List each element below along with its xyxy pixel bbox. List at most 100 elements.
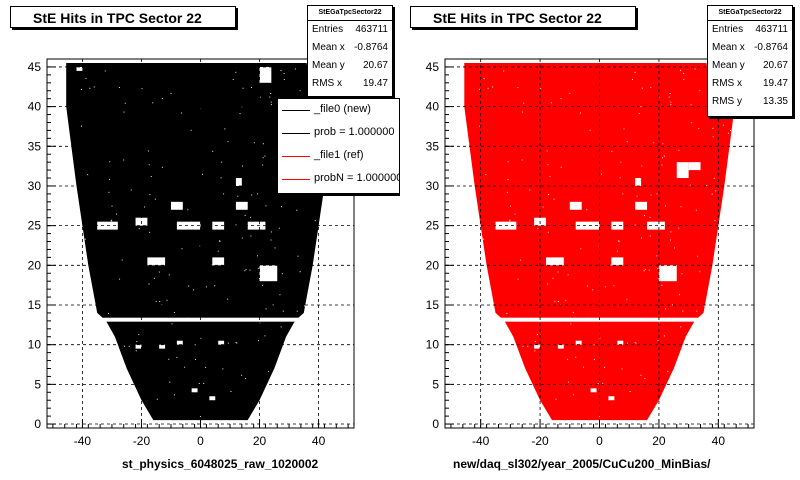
y-tick-label: 45 xyxy=(28,60,42,74)
hit-speckle xyxy=(662,157,664,159)
hit-speckle xyxy=(60,201,62,203)
hit-speckle xyxy=(193,289,195,291)
left-stats-header: StEGaTpcSector22 xyxy=(308,6,392,21)
hit-speckle xyxy=(693,364,695,366)
hit-speckle xyxy=(261,408,263,410)
hit-speckle xyxy=(618,240,620,242)
hit-speckle xyxy=(638,422,640,424)
hit-speckle xyxy=(124,102,126,104)
hit-speckle xyxy=(509,220,511,222)
hit-speckle xyxy=(168,358,170,360)
hit-speckle xyxy=(176,356,178,358)
hit-speckle xyxy=(227,342,229,344)
hit-speckle xyxy=(80,88,82,90)
hit-speckle xyxy=(316,385,318,387)
legend-entry-file0: _file0 (new) xyxy=(278,99,399,122)
left-canvas-pane: -40 -20 0 20 40 0 5 10 15 20 25 30 35 40 45 StE Hits i… xyxy=(10,5,400,471)
hit-speckle xyxy=(726,176,728,178)
dead-channel-gap xyxy=(534,344,541,349)
left-chart-title: StE Hits in TPC Sector 22 xyxy=(10,6,236,28)
legend-label: _file0 (new) xyxy=(314,103,371,115)
hit-speckle xyxy=(319,221,321,223)
dead-channel-gap xyxy=(635,201,648,210)
hit-speckle xyxy=(299,271,301,273)
dead-channel-gap xyxy=(611,257,624,266)
hit-speckle xyxy=(135,350,137,352)
hit-speckle xyxy=(110,340,112,342)
hit-speckle xyxy=(677,380,679,382)
hit-speckle xyxy=(656,255,658,257)
hit-speckle xyxy=(734,222,736,224)
hit-speckle xyxy=(698,127,700,129)
hit-speckle xyxy=(328,354,330,356)
hit-speckle xyxy=(579,112,581,114)
hit-speckle xyxy=(730,173,732,175)
hit-speckle xyxy=(641,87,643,89)
y-tick-label: 35 xyxy=(28,139,42,153)
hit-speckle xyxy=(567,274,569,276)
hit-speckle xyxy=(461,144,463,146)
x-tick-label: -40 xyxy=(472,434,490,448)
y-tick-label: 40 xyxy=(28,100,42,114)
stats-value: -0.8764 xyxy=(354,42,388,53)
hit-speckle xyxy=(626,298,628,300)
hit-speckle xyxy=(548,194,550,196)
hit-speckle xyxy=(341,418,343,420)
hit-speckle xyxy=(123,111,125,113)
hit-speckle xyxy=(751,352,753,354)
dead-channel-gap xyxy=(176,221,201,230)
hit-speckle xyxy=(601,173,603,175)
hit-speckle xyxy=(661,284,663,286)
hit-speckle xyxy=(653,142,655,144)
hit-speckle xyxy=(250,216,252,218)
hit-speckle xyxy=(297,338,299,340)
hit-speckle xyxy=(94,408,96,410)
hit-speckle xyxy=(312,367,314,369)
hit-speckle xyxy=(324,408,326,410)
dead-channel-gap xyxy=(247,221,266,230)
left-stats-box: StEGaTpcSector22 Entries 463711 Mean x -… xyxy=(307,5,393,97)
hit-speckle xyxy=(161,166,163,168)
hit-speckle xyxy=(67,159,69,161)
hit-speckle xyxy=(136,341,138,343)
hit-speckle xyxy=(619,177,621,179)
hit-speckle xyxy=(84,238,86,240)
hit-speckle xyxy=(107,417,109,419)
hit-speckle xyxy=(740,225,742,227)
hit-speckle xyxy=(274,247,276,249)
hit-speckle xyxy=(155,300,157,302)
hit-speckle xyxy=(340,325,342,327)
hit-speckle xyxy=(659,96,661,98)
hit-speckle xyxy=(703,305,705,307)
hit-speckle xyxy=(445,91,447,93)
hit-speckle xyxy=(527,345,529,347)
stats-value: -0.8764 xyxy=(754,42,788,53)
hit-speckle xyxy=(235,341,237,343)
hit-speckle xyxy=(618,241,620,243)
hit-speckle xyxy=(67,398,69,400)
hit-speckle xyxy=(649,235,651,237)
stats-label: Entries xyxy=(712,24,744,35)
hit-speckle xyxy=(634,71,636,73)
hit-speckle xyxy=(488,308,490,310)
hit-speckle xyxy=(546,150,548,152)
hit-speckle xyxy=(257,193,259,195)
hit-speckle xyxy=(520,259,522,261)
hit-speckle xyxy=(711,193,713,195)
hit-speckle xyxy=(662,143,664,145)
hit-speckle xyxy=(107,312,109,314)
hit-speckle xyxy=(121,259,123,261)
hit-speckle xyxy=(53,95,55,97)
hit-speckle xyxy=(552,277,554,279)
hit-speckle xyxy=(694,68,696,70)
right-stats-rms-x: RMS x 19.47 xyxy=(708,75,792,93)
hit-speckle xyxy=(626,141,628,143)
hit-speckle xyxy=(663,155,665,157)
legend-line-red xyxy=(282,179,310,180)
hit-speckle xyxy=(699,90,701,92)
dead-channel-gap xyxy=(658,265,677,282)
hit-speckle xyxy=(141,88,143,90)
y-tick-label: 30 xyxy=(426,179,440,193)
dead-channel-gap xyxy=(76,66,83,71)
hit-speckle xyxy=(529,189,531,191)
